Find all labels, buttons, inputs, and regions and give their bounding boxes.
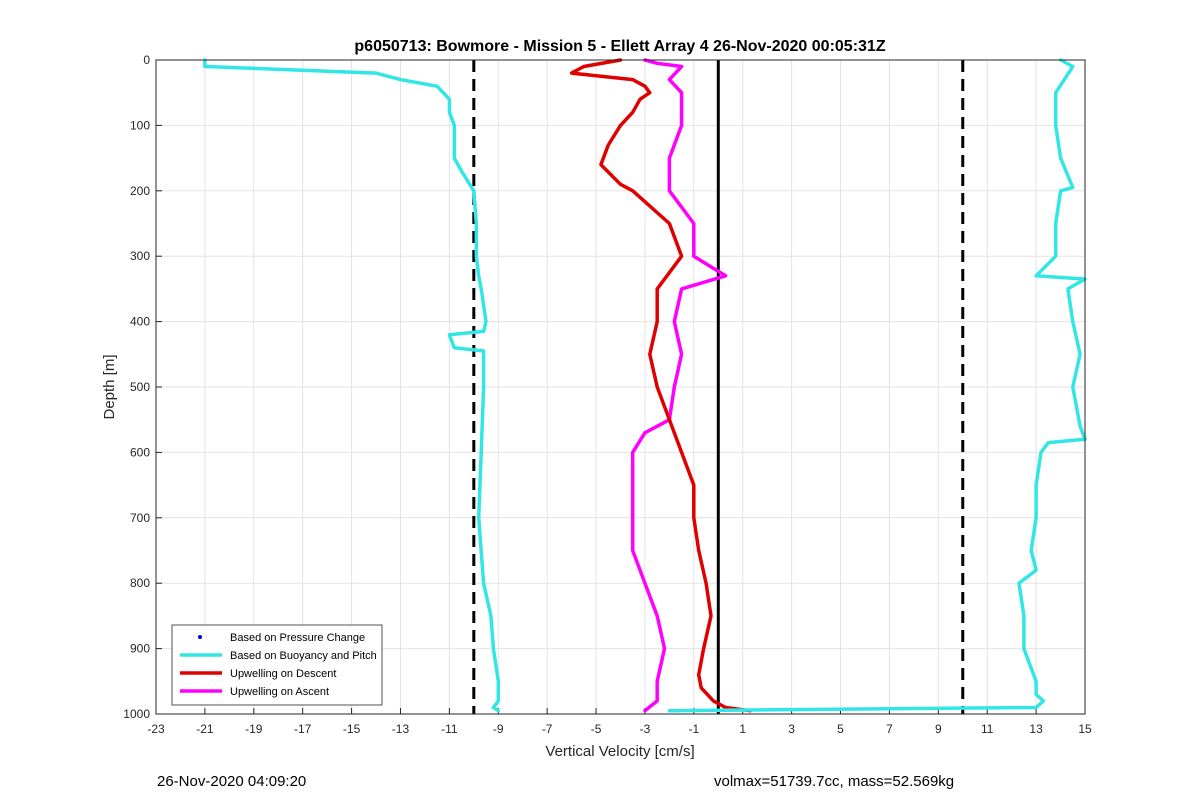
x-axis-label: Vertical Velocity [cm/s] <box>545 743 694 760</box>
x-tick-label: -7 <box>542 722 553 736</box>
chart-title: p6050713: Bowmore - Mission 5 - Ellett A… <box>354 38 885 55</box>
y-tick-label: 200 <box>130 184 150 198</box>
x-tick-label: -1 <box>689 722 700 736</box>
y-tick-label: 400 <box>130 315 150 329</box>
x-tick-label: 11 <box>981 722 994 736</box>
x-tick-label: -5 <box>591 722 602 736</box>
series-based-on-buoyancy-and-pitch-ascent <box>667 58 1087 713</box>
y-tick-label: 300 <box>130 249 150 263</box>
y-tick-label: 0 <box>143 53 150 67</box>
y-tick-labels: 0 100 200 300 400 500 600 700 800 900 1000 <box>123 53 150 721</box>
footer-timestamp: 26-Nov-2020 04:09:20 <box>157 773 307 790</box>
x-tick-label: 9 <box>935 722 942 736</box>
x-tick-label: -15 <box>343 722 361 736</box>
y-tick-label: 1000 <box>123 707 150 721</box>
x-tick-label: 3 <box>788 722 795 736</box>
y-tick-label: 600 <box>130 445 150 459</box>
legend-marker-dot <box>198 635 202 639</box>
legend: Based on Pressure Change Based on Buoyanc… <box>171 624 383 706</box>
x-tick-label: 1 <box>739 722 746 736</box>
x-tick-label: -19 <box>245 722 263 736</box>
x-tick-label: 13 <box>1029 722 1043 736</box>
x-tick-label: 5 <box>837 722 844 736</box>
x-tick-label: -21 <box>196 722 214 736</box>
x-tick-label: -11 <box>441 722 458 736</box>
x-tick-label: 15 <box>1078 722 1092 736</box>
series-based-on-buoyancy-and-pitch-descent <box>203 58 501 713</box>
x-tick-label: 7 <box>886 722 893 736</box>
series-layer <box>203 58 1087 713</box>
x-tick-label: -17 <box>294 722 312 736</box>
y-tick-label: 500 <box>130 380 150 394</box>
x-tick-label: -13 <box>392 722 410 736</box>
x-tick-label: -23 <box>147 722 165 736</box>
y-tick-label: 800 <box>130 576 150 590</box>
axes-box <box>155 59 1086 715</box>
footer-vol-mass: volmax=51739.7cc, mass=52.569kg <box>714 773 955 790</box>
reference-lines <box>472 60 965 714</box>
y-tick-label: 700 <box>130 511 150 525</box>
y-tick-label: 100 <box>130 118 150 132</box>
x-tick-label: -9 <box>493 722 504 736</box>
legend-label: Based on Buoyancy and Pitch <box>230 650 377 662</box>
y-axis-label: Depth [m] <box>101 354 118 419</box>
grid <box>155 59 1086 715</box>
series-upwelling-on-descent <box>569 58 752 713</box>
legend-label: Based on Pressure Change <box>230 632 365 644</box>
x-tick-labels: -23 -21 -19 -17 -15 -13 -11 -9 -7 -5 -3 -1 1 3 5 7 9 11 13… <box>147 722 1092 736</box>
y-tick-label: 900 <box>130 642 150 656</box>
legend-label: Upwelling on Descent <box>230 668 336 680</box>
legend-label: Upwelling on Ascent <box>230 686 329 698</box>
x-tick-label: -3 <box>640 722 651 736</box>
series-upwelling-on-ascent <box>630 58 728 713</box>
